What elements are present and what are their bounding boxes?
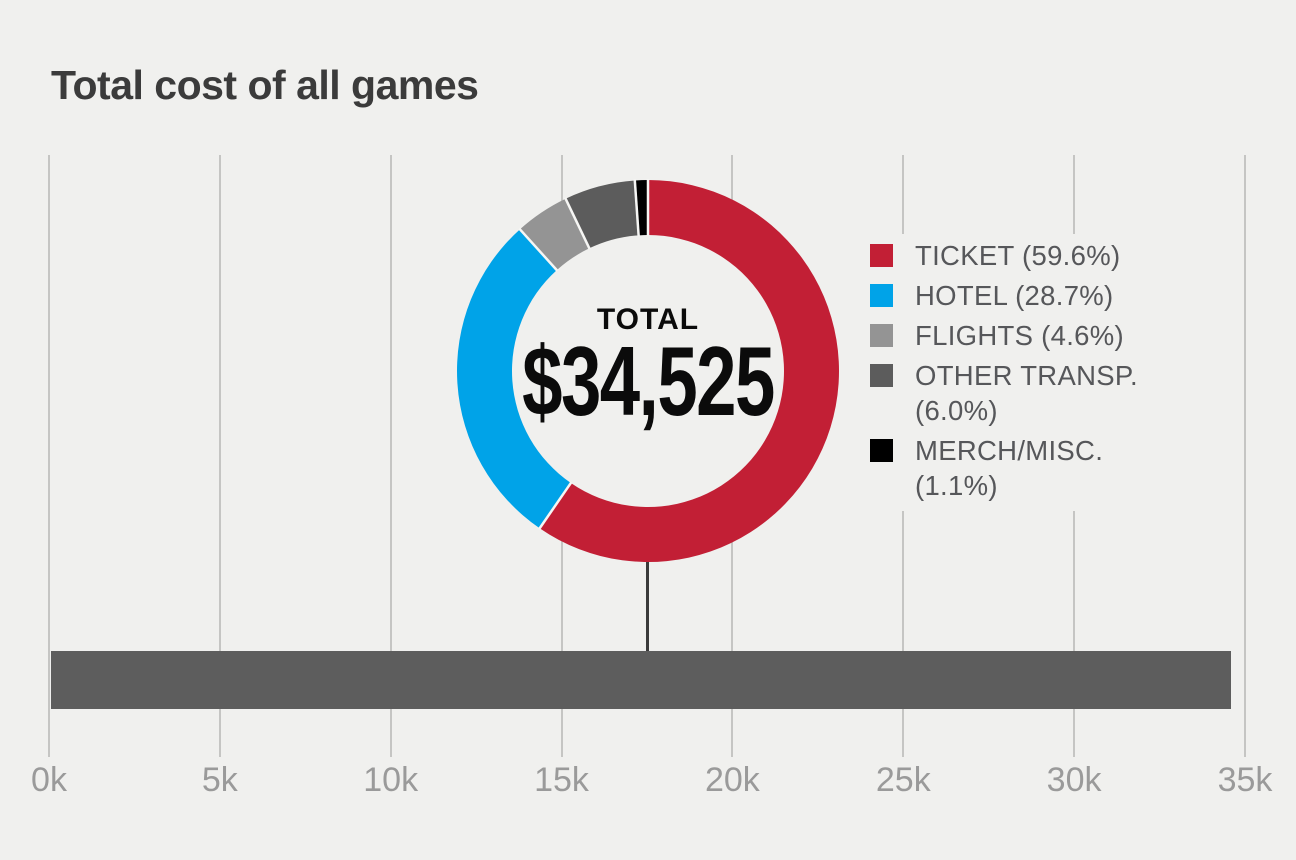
axis-tick-label-0k: 0k xyxy=(31,761,67,799)
donut-slice-other-transp xyxy=(565,180,639,249)
axis-tick-label-5k: 5k xyxy=(201,761,238,799)
legend-label-flights: FLIGHTS (4.6%) xyxy=(915,320,1124,351)
axis-tick-label-35k: 35k xyxy=(1217,761,1273,799)
legend-swatch-flights xyxy=(870,324,893,347)
slice-separator xyxy=(564,197,591,250)
gridline-10k xyxy=(389,155,392,757)
legend-item-ticket: TICKET (59.6%) xyxy=(869,238,1191,273)
gridline-0k xyxy=(48,155,50,757)
legend-item-merch-misc: MERCH/MISC. (1.1%) xyxy=(869,433,1191,503)
legend-swatch-ticket xyxy=(870,244,893,267)
gridline-5k xyxy=(218,155,221,757)
slice-separator xyxy=(538,481,573,530)
legend-item-other-transp: OTHER TRANSP. (6.0%) xyxy=(869,358,1191,428)
donut-to-bar-connector-line xyxy=(646,562,649,651)
donut-hole xyxy=(511,234,785,508)
axis-tick-label-30k: 30k xyxy=(1046,761,1102,799)
axis-tick-label-20k: 20k xyxy=(704,761,760,799)
donut-center-text: TOTAL $34,525 xyxy=(448,303,848,436)
donut-slice-flights xyxy=(519,198,590,271)
donut-chart xyxy=(457,179,840,562)
legend-swatch-hotel xyxy=(870,284,893,307)
legend-swatch-merch-misc xyxy=(870,439,893,462)
donut-slice-hotel xyxy=(457,229,571,529)
slice-separator xyxy=(518,227,559,272)
legend-item-hotel: HOTEL (28.7%) xyxy=(869,278,1191,313)
total-cost-bar xyxy=(51,651,1231,709)
legend-label-other-transp: OTHER TRANSP. (6.0%) xyxy=(915,360,1138,426)
legend: TICKET (59.6%) HOTEL (28.7%) FLIGHTS (4.6%… xyxy=(869,234,1191,511)
legend-label-hotel: HOTEL (28.7%) xyxy=(915,280,1114,311)
axis-tick-label-25k: 25k xyxy=(875,761,931,799)
legend-item-flights: FLIGHTS (4.6%) xyxy=(869,318,1191,353)
legend-label-ticket: TICKET (59.6%) xyxy=(915,240,1121,271)
donut-slice-ticket xyxy=(539,180,840,562)
axis-tick-label-10k: 10k xyxy=(363,761,419,799)
gridline-35k xyxy=(1244,155,1246,757)
slice-separator xyxy=(633,179,640,237)
total-label: TOTAL xyxy=(596,303,700,336)
axis-tick-label-15k: 15k xyxy=(534,761,589,799)
page-title: Total cost of all games xyxy=(51,62,479,108)
legend-label-merch-misc: MERCH/MISC. (1.1%) xyxy=(915,435,1104,501)
legend-swatch-other-transp xyxy=(870,364,893,387)
total-value: $34,525 xyxy=(522,326,775,436)
